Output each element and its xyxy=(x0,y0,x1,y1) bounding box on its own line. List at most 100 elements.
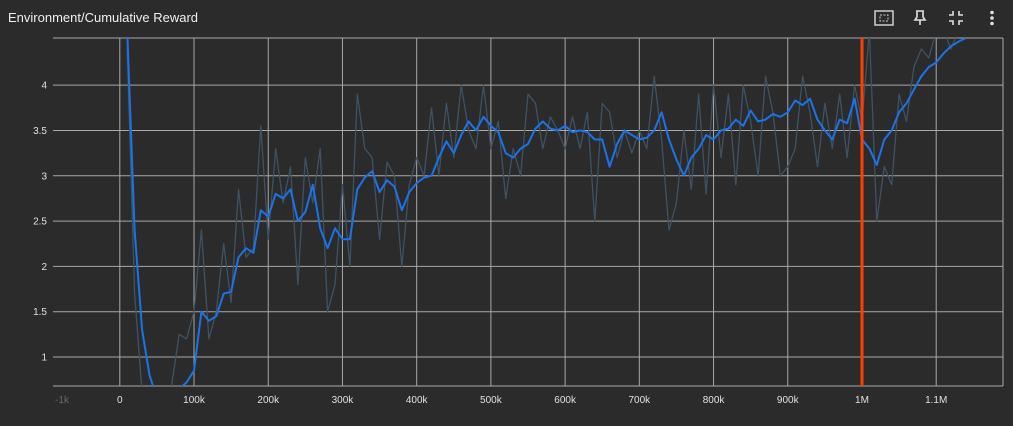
smoothed-series-line-point xyxy=(779,115,782,118)
raw-series-line-point xyxy=(445,102,448,105)
smoothed-series-line-point xyxy=(949,45,952,48)
smoothed-series-line-point xyxy=(564,124,567,127)
smoothed-series-line-point xyxy=(497,131,500,134)
more-vert-icon xyxy=(990,10,994,26)
smoothed-series-line-point xyxy=(927,65,930,68)
raw-series-line-point xyxy=(393,174,396,177)
raw-series-line-point xyxy=(675,201,678,204)
raw-series-line-point xyxy=(512,147,515,150)
smoothed-series-line-point xyxy=(237,256,240,259)
raw-series-line-point xyxy=(964,34,967,37)
raw-series-line-point xyxy=(586,111,589,114)
raw-series-line-point xyxy=(133,292,136,295)
smoothed-series-line-point xyxy=(215,315,218,318)
x-tick-label: 200k xyxy=(257,395,280,406)
raw-series-line-point xyxy=(460,84,463,87)
smoothed-series-line-point xyxy=(868,147,871,150)
smoothed-series-line-point xyxy=(222,292,225,295)
raw-series-line-point xyxy=(912,65,915,68)
raw-series-line-point xyxy=(920,47,923,50)
smoothed-series-line-point xyxy=(393,185,396,188)
smoothed-series-line-point xyxy=(207,319,210,322)
raw-series-line-point xyxy=(593,220,596,223)
smoothed-series-line-point xyxy=(326,247,329,250)
raw-series-line-point xyxy=(482,84,485,87)
more-options-button[interactable] xyxy=(979,6,1005,30)
smoothed-series-line-point xyxy=(578,129,581,132)
collapse-button[interactable] xyxy=(943,6,969,30)
raw-series-line-point xyxy=(742,84,745,87)
smoothed-series-line-point xyxy=(192,369,195,372)
raw-series-line-point xyxy=(400,265,403,268)
smoothed-series-line-point xyxy=(823,129,826,132)
raw-series-line-point xyxy=(385,161,388,164)
raw-series-line-point xyxy=(378,238,381,241)
pin-button[interactable] xyxy=(907,6,933,30)
raw-series-line-point xyxy=(786,165,789,168)
raw-series-line-point xyxy=(437,174,440,177)
smoothed-series-line-point xyxy=(341,238,344,241)
raw-series-line-point xyxy=(304,156,307,159)
card-toolbar xyxy=(871,6,1005,30)
raw-series-line-point xyxy=(289,165,292,168)
raw-series-line-point xyxy=(192,310,195,313)
smoothed-series-line-point xyxy=(133,229,136,232)
smoothed-series-line-point xyxy=(230,290,233,293)
smoothed-series-line-point xyxy=(430,174,433,177)
raw-series-line-point xyxy=(319,147,322,150)
raw-series-line-point xyxy=(898,93,901,96)
smoothed-series-line-point xyxy=(571,131,574,134)
smoothed-series-line-point xyxy=(801,104,804,107)
x-tick-label: 300k xyxy=(332,395,355,406)
y-tick-label: 4 xyxy=(41,81,47,92)
raw-series-line-point xyxy=(519,174,522,177)
raw-series-line-point xyxy=(541,147,544,150)
raw-series-line-point xyxy=(430,106,433,109)
raw-series-line-point xyxy=(244,256,247,259)
smoothed-series-line-point xyxy=(526,142,529,145)
smoothed-series-line-point xyxy=(742,124,745,127)
raw-series-line-point xyxy=(207,337,210,340)
smoothed-series-line-point xyxy=(170,396,173,399)
y-tick-label: 2.5 xyxy=(33,217,47,228)
raw-series-line-point xyxy=(311,201,314,204)
smoothed-series-line-point xyxy=(816,118,819,121)
fit-domain-button[interactable] xyxy=(871,6,897,30)
x-tick-label: 400k xyxy=(406,395,429,406)
raw-series-line-point xyxy=(734,183,737,186)
smoothed-series-line-point xyxy=(519,147,522,150)
x-tick-label: 700k xyxy=(628,395,651,406)
smoothed-series-line-point xyxy=(727,127,730,130)
grid xyxy=(53,37,1004,387)
smoothed-series-line xyxy=(126,38,967,386)
smoothed-series-line-point xyxy=(794,99,797,102)
raw-series-line-point xyxy=(794,147,797,150)
y-tick-label: 1 xyxy=(41,353,47,364)
x-tick-label: 600k xyxy=(554,395,577,406)
raw-series-line-point xyxy=(200,229,203,232)
raw-series-line-point xyxy=(363,147,366,150)
smoothed-series-line-point xyxy=(148,374,151,377)
smoothed-series-line-point xyxy=(489,124,492,127)
smoothed-series-line-point xyxy=(623,129,626,132)
raw-series-line-point xyxy=(719,156,722,159)
raw-series-line-point xyxy=(757,174,760,177)
smoothed-series-line-point xyxy=(445,140,448,143)
raw-series-line-point xyxy=(957,29,960,32)
smoothed-series-line-point xyxy=(304,210,307,213)
smoothed-series-line-point xyxy=(200,310,203,313)
fit-domain-icon xyxy=(874,10,894,26)
raw-series-line-point xyxy=(489,147,492,150)
card-header: Environment/Cumulative Reward xyxy=(0,0,1013,36)
smoothed-series-line-point xyxy=(185,381,188,384)
smoothed-series-line-point xyxy=(601,138,604,141)
raw-series-line-point xyxy=(296,283,299,286)
smoothed-series-line-point xyxy=(141,328,144,331)
raw-series-line-point xyxy=(141,392,144,395)
raw-series-line-point xyxy=(534,102,537,105)
smoothed-series-line-point xyxy=(898,111,901,114)
collapse-icon xyxy=(949,11,963,25)
raw-series-line-point xyxy=(764,75,767,78)
smoothed-series-line-point xyxy=(556,129,559,132)
